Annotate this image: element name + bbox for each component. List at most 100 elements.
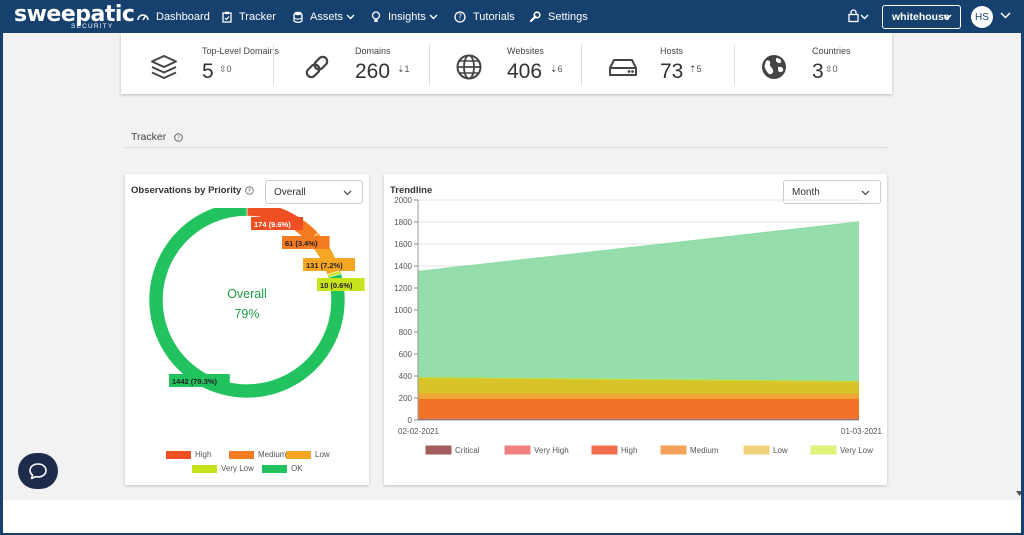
lock-icon (848, 9, 869, 23)
trend-legend-label: Critical (455, 446, 480, 455)
legend-label: Medium (258, 450, 287, 459)
trend-legend-swatch (504, 445, 531, 455)
legend-swatch (166, 450, 191, 459)
donut-data-label-box (251, 217, 303, 230)
chevron-down-icon (861, 190, 870, 196)
stat-divider (429, 45, 430, 85)
help-icon[interactable]: ? (245, 186, 255, 195)
asset-stats-bar: Top-Level Domains 5 ⇳0 Domains 260 ⇣1 We… (121, 33, 892, 94)
trend-legend-label: Low (773, 446, 788, 455)
legend-swatch (229, 450, 254, 459)
nav-label: Tracker (239, 10, 276, 23)
legend-item-low[interactable]: Low (286, 450, 330, 459)
chevron-down-icon (943, 14, 952, 20)
svg-text:?: ? (458, 12, 462, 21)
nav-label: Tutorials (473, 10, 515, 23)
trend-up-icon: ⇡ (689, 64, 697, 74)
help-icon[interactable]: ? (174, 132, 184, 142)
stat-delta: ⇳0 (219, 64, 232, 74)
trend-down-icon: ⇣ (550, 64, 558, 74)
scroll-down-arrow-icon[interactable] (1016, 491, 1021, 497)
trend-legend-label: High (621, 446, 637, 455)
nav-item-assets[interactable]: Assets (293, 0, 355, 33)
trend-legend-label: Medium (690, 446, 719, 455)
dashboard-icon (137, 13, 149, 20)
observations-by-priority-card: Observations by Priority ? Overall Overa… (125, 174, 369, 485)
chevron-down-icon[interactable] (1000, 12, 1011, 19)
nav-item-tracker[interactable]: Tracker (222, 0, 276, 33)
stat-label: Domains (355, 46, 391, 56)
trend-legend-swatch (591, 445, 618, 455)
nav-item-insights[interactable]: Insights (371, 0, 438, 33)
nav-label: Insights (388, 10, 426, 23)
window-frame (1021, 33, 1024, 535)
y-tick-label: 1200 (394, 284, 412, 293)
nav-item-dashboard[interactable]: Dashboard (137, 0, 210, 33)
legend-item-high[interactable]: High (166, 450, 211, 459)
legend-item-medium[interactable]: Medium (229, 450, 286, 459)
area-series-line (417, 377, 860, 383)
priority-filter-select[interactable]: Overall (265, 180, 363, 204)
globe-icon (456, 54, 482, 80)
chat-button[interactable] (18, 453, 58, 489)
trend-legend-swatch (743, 445, 770, 455)
earth-icon (762, 55, 786, 79)
stat-label: Countries (812, 46, 851, 56)
stat-value: 260 (355, 60, 391, 83)
stat-delta: ⇣1 (397, 64, 410, 74)
brand-name: sweepatic (14, 2, 135, 27)
y-tick-label: 2000 (394, 196, 412, 205)
stat-countries[interactable]: Countries 3 ⇳0 (734, 33, 884, 94)
window-frame (0, 33, 3, 535)
stat-domains[interactable]: Domains 260 ⇣1 (274, 33, 424, 94)
organization-select[interactable]: whitehouse (882, 5, 961, 29)
y-tick-label: 200 (399, 394, 413, 403)
tracker-section-title: Tracker ? (131, 131, 184, 143)
lock-menu[interactable] (848, 9, 870, 28)
area-series-low (418, 378, 859, 395)
stat-hosts[interactable]: Hosts 73 ⇡5 (581, 33, 731, 94)
brand-logo[interactable]: sweepatic SECURITY (14, 3, 135, 31)
donut-data-label: 174 (9.6%) (254, 220, 291, 229)
legend-item-very-low[interactable]: Very Low (192, 464, 254, 473)
donut-center-label: Overall (227, 287, 267, 301)
y-tick-label: 400 (399, 372, 413, 381)
trend-legend-label: Very High (534, 446, 569, 455)
wrench-icon (529, 10, 541, 22)
legend-item-ok[interactable]: OK (262, 464, 303, 473)
nav-item-settings[interactable]: Settings (529, 0, 588, 33)
donut-data-label: 1442 (79.3%) (172, 377, 218, 386)
y-tick-label: 1400 (394, 262, 412, 271)
donut-data-label: 10 (0.6%) (320, 281, 353, 290)
legend-swatch (286, 450, 311, 459)
y-tick-label: 800 (399, 328, 413, 337)
x-tick-label: 02-02-2021 (398, 427, 439, 436)
stat-delta: ⇡5 (689, 64, 702, 74)
y-tick-label: 1000 (394, 306, 412, 315)
stat-label: Top-Level Domains (202, 46, 280, 56)
donut-center-value: 79% (234, 307, 259, 321)
server-icon (609, 59, 637, 76)
stat-top-level-domains[interactable]: Top-Level Domains 5 ⇳0 (121, 33, 279, 94)
svg-text:?: ? (177, 135, 180, 141)
area-series-ok (418, 222, 859, 381)
trend-down-icon: ⇣ (397, 64, 405, 74)
section-divider (125, 147, 887, 148)
area-series-high (418, 399, 859, 419)
stat-divider (273, 45, 274, 85)
legend-label: High (195, 450, 212, 459)
nav-label: Dashboard (156, 10, 210, 23)
stat-delta: ⇣6 (550, 64, 563, 74)
legend-label: Low (315, 450, 330, 459)
stat-websites[interactable]: Websites 406 ⇣6 (429, 33, 579, 94)
chevron-down-icon (429, 14, 438, 19)
chat-bubble-icon (29, 463, 47, 480)
nav-item-tutorials[interactable]: ? Tutorials (454, 0, 515, 33)
legend-label: Very Low (221, 464, 254, 473)
trendline-title: Trendline (390, 185, 433, 196)
database-icon (293, 11, 303, 23)
priority-filter-value: Overall (274, 186, 306, 198)
stat-divider (734, 45, 735, 85)
user-avatar[interactable]: HS (971, 6, 993, 28)
chevron-down-icon (346, 14, 355, 19)
